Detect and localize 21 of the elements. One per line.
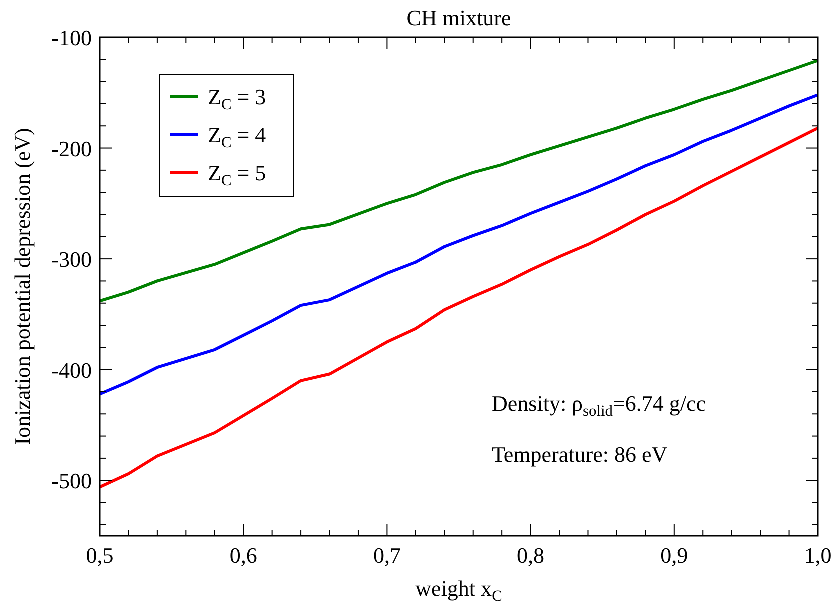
- y-tick-label: -300: [52, 247, 92, 272]
- legend-label: Z$_{C}$ = 5: [208, 160, 266, 189]
- x-tick-label: 1,0: [804, 543, 832, 568]
- legend-label: Z$_{C}$ = 3: [208, 84, 266, 113]
- y-tick-label: -200: [52, 136, 92, 162]
- line-series: [98, 126, 820, 489]
- x-tick-label: 0,8: [517, 543, 545, 568]
- legend-label: Z$_{C}$ = 4: [208, 122, 266, 151]
- line-series: [98, 59, 820, 303]
- annotation: Temperature: 86 eV: [492, 442, 668, 467]
- x-tick-label: 0,9: [660, 543, 688, 568]
- x-tick-label: 0,5: [86, 543, 114, 568]
- y-axis-title: Ionization potential depression (eV): [10, 128, 35, 446]
- x-tick-label: 0,6: [230, 543, 258, 568]
- y-tick-label: -100: [52, 26, 92, 50]
- chart-title: CH mixture: [406, 6, 512, 30]
- x-axis-title: weight x$_{C}$: [416, 576, 502, 604]
- annotation: Density: ρ$_{solid}$=6.74 g/cc: [492, 391, 706, 420]
- y-tick-label: -500: [52, 468, 92, 494]
- y-tick-label: -400: [52, 358, 92, 383]
- x-tick-label: 0,7: [373, 543, 401, 568]
